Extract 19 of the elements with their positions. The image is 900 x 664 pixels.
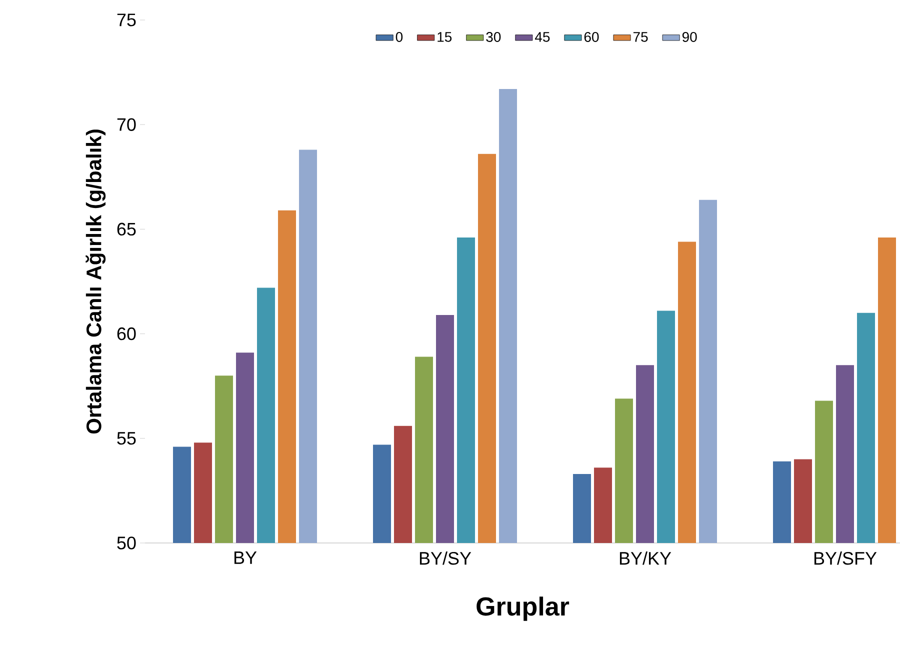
y-tick-label: 65 bbox=[117, 222, 136, 236]
y-tick-label: 70 bbox=[117, 118, 136, 131]
y-tick-label: 50 bbox=[117, 536, 136, 550]
x-tick-label: BY bbox=[234, 552, 257, 564]
legend-label: 15 bbox=[438, 32, 452, 42]
x-tick-label: BY/SY bbox=[420, 552, 472, 565]
legend-label: 75 bbox=[633, 32, 648, 42]
legend-label: 60 bbox=[584, 32, 599, 42]
y-tick-label: 55 bbox=[117, 432, 136, 445]
y-tick-label: 60 bbox=[117, 327, 136, 340]
legend-label: 45 bbox=[534, 32, 550, 42]
legend-label: 90 bbox=[682, 32, 697, 42]
y-tick-label: 75 bbox=[117, 14, 136, 26]
legend-label: 30 bbox=[486, 32, 501, 42]
x-tick-label: BY/KY bbox=[620, 552, 672, 565]
x-axis-title: Gruplar bbox=[476, 596, 570, 621]
y-axis-title: Ortalama Canlı Ağırlık (g/balık) bbox=[86, 130, 106, 434]
legend-label: 0 bbox=[396, 32, 403, 42]
x-tick-label: BY/SFY bbox=[814, 552, 877, 565]
